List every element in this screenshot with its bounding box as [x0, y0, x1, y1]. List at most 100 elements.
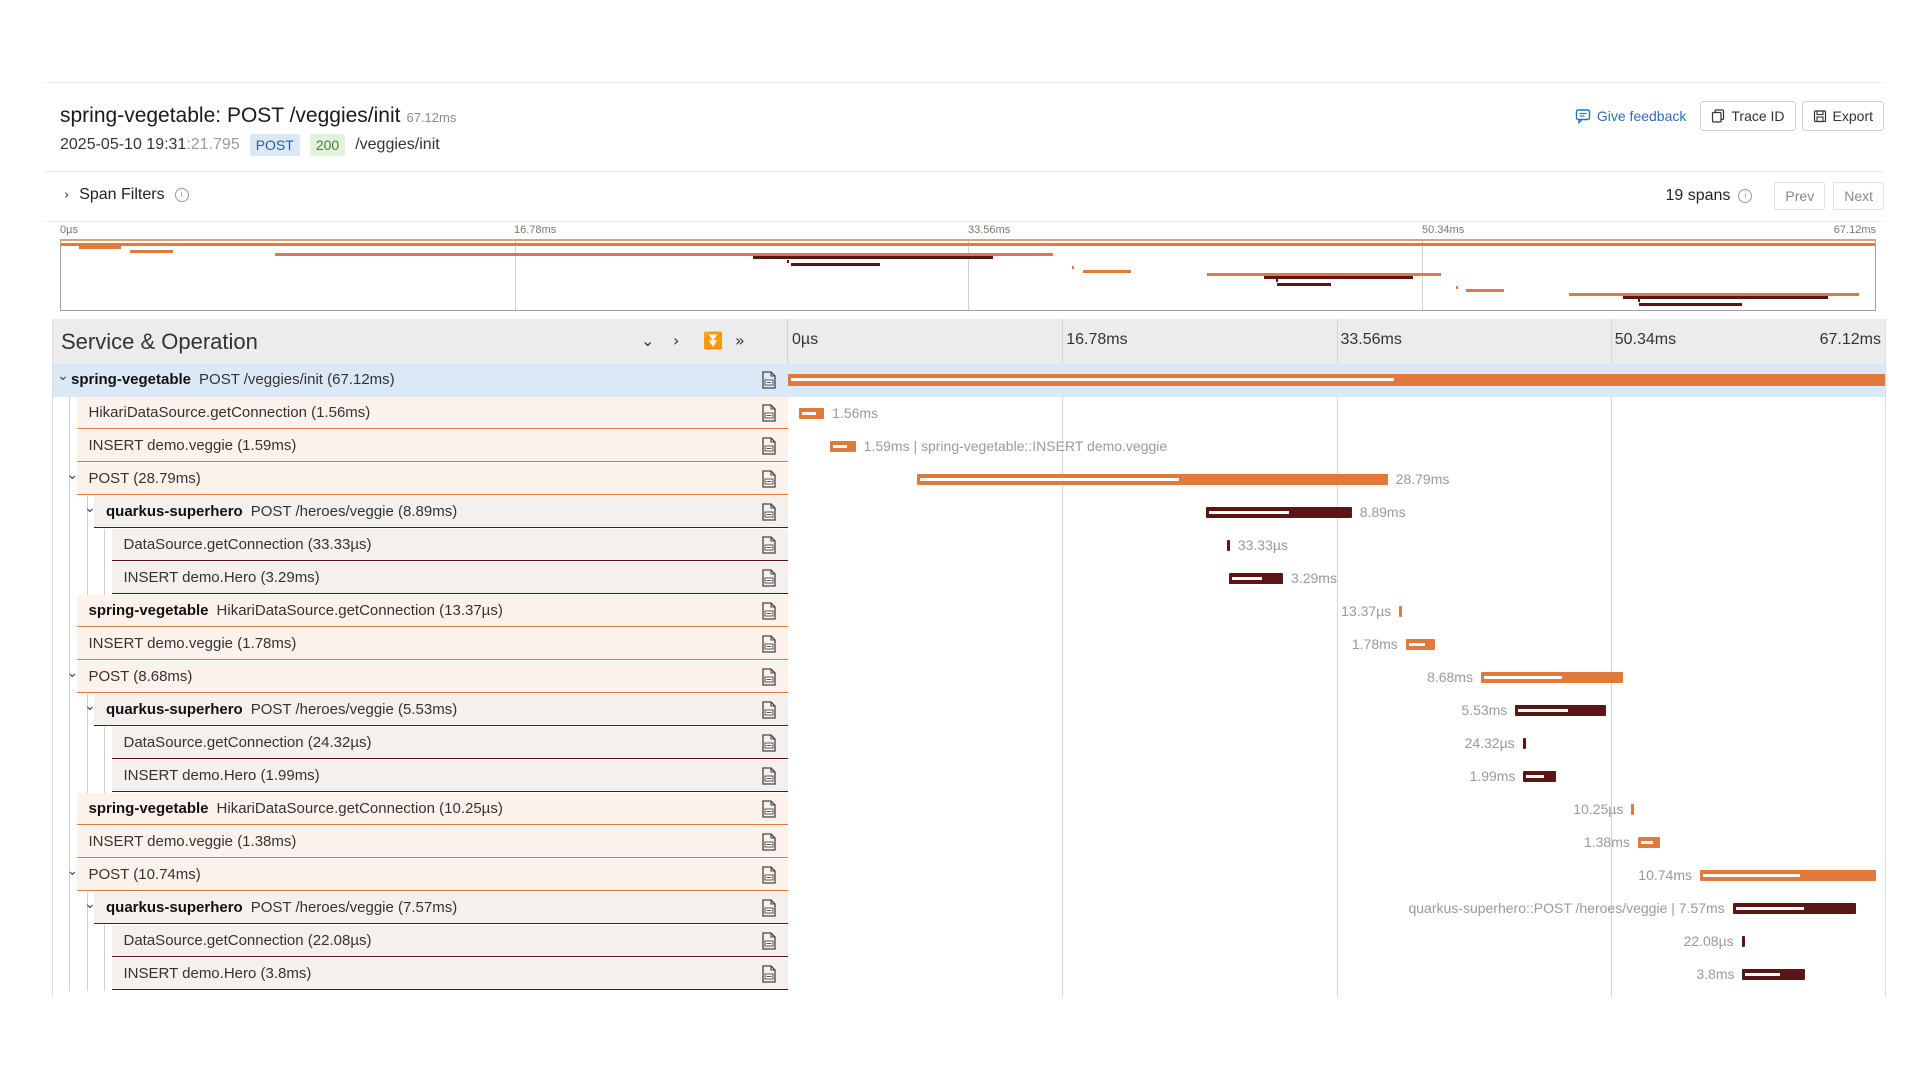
span-row[interactable]: quarkus-superhero POST /heroes/veggie (7.… [53, 892, 1885, 925]
chevron-right-icon[interactable]: › [673, 331, 680, 350]
span-operation-name: INSERT demo.veggie (1.78ms) [88, 635, 297, 652]
span-row[interactable]: INSERT demo.veggie (1.38ms) 1.38ms [53, 826, 1885, 859]
span-label[interactable]: spring-vegetable HikariDataSource.getConn… [76, 595, 788, 627]
prev-button[interactable]: Prev [1774, 182, 1826, 210]
span-row[interactable]: quarkus-superhero POST /heroes/veggie (5.… [53, 694, 1885, 727]
chevron-down-icon[interactable]: ⌄ [641, 331, 655, 350]
span-label[interactable]: DataSource.getConnection (22.08µs) [111, 925, 788, 957]
span-row[interactable]: INSERT demo.veggie (1.59ms) 1.59ms | spri… [53, 430, 1885, 463]
span-label[interactable]: INSERT demo.Hero (1.99ms) [111, 760, 788, 792]
span-label[interactable]: INSERT demo.veggie (1.78ms) [76, 628, 788, 660]
export-button[interactable]: Export [1801, 101, 1884, 131]
span-bar[interactable] [1699, 870, 1876, 881]
trace-minimap[interactable] [60, 239, 1876, 311]
span-bar[interactable] [798, 408, 825, 419]
span-label[interactable]: POST (8.68ms) [76, 661, 788, 693]
double-chevron-right-icon[interactable]: » [735, 331, 745, 350]
chevron-down-icon[interactable]: ⌄ [57, 368, 69, 384]
chevron-down-icon[interactable]: ⌄ [84, 896, 96, 912]
span-row[interactable]: INSERT demo.Hero (3.8ms) 3.8ms [53, 958, 1885, 991]
span-bar[interactable] [1405, 639, 1435, 650]
span-bar[interactable] [1741, 936, 1745, 947]
span-log-icon[interactable] [761, 569, 777, 587]
span-label[interactable]: INSERT demo.Hero (3.29ms) [111, 562, 788, 594]
span-bar[interactable] [1226, 540, 1230, 551]
span-log-icon[interactable] [761, 470, 777, 488]
span-log-icon[interactable] [761, 602, 777, 620]
column-splitter[interactable] [787, 319, 788, 364]
span-log-icon[interactable] [761, 899, 777, 917]
span-label[interactable]: spring-vegetable POST /veggies/init (67.1… [53, 364, 788, 396]
span-label[interactable]: INSERT demo.veggie (1.59ms) [76, 430, 788, 462]
span-bar[interactable] [1515, 705, 1606, 716]
double-chevron-down-icon[interactable]: ⏬ [703, 331, 723, 350]
span-label[interactable]: spring-vegetable HikariDataSource.getConn… [76, 793, 788, 825]
info-icon[interactable]: i [174, 188, 189, 202]
span-row[interactable]: HikariDataSource.getConnection (1.56ms) 1… [53, 397, 1885, 430]
span-bar[interactable] [1522, 738, 1526, 749]
span-row[interactable]: DataSource.getConnection (33.33µs) 33.33µ… [53, 529, 1885, 562]
chevron-down-icon[interactable]: ⌄ [84, 500, 96, 516]
chevron-down-icon[interactable]: ⌄ [66, 467, 79, 483]
span-row[interactable]: INSERT demo.veggie (1.78ms) 1.78ms [53, 628, 1885, 661]
span-label[interactable]: INSERT demo.veggie (1.38ms) [76, 826, 788, 858]
span-bar[interactable] [788, 374, 1885, 386]
span-label[interactable]: POST (28.79ms) [76, 463, 788, 495]
info-icon[interactable]: i [1738, 189, 1753, 203]
span-filters-toggle[interactable]: › Span Filters i [64, 186, 189, 204]
span-bar[interactable] [1631, 804, 1635, 815]
span-row[interactable]: POST (8.68ms) ⌄ 8.68ms [53, 661, 1885, 694]
span-bar[interactable] [1742, 969, 1805, 980]
span-bar[interactable] [1480, 672, 1623, 683]
span-log-icon[interactable] [761, 668, 777, 686]
span-row[interactable]: spring-vegetable POST /veggies/init (67.1… [53, 364, 1885, 397]
span-row[interactable]: INSERT demo.Hero (3.29ms) 3.29ms [53, 562, 1885, 595]
span-row[interactable]: POST (28.79ms) ⌄ 28.79ms [53, 463, 1885, 496]
span-log-icon[interactable] [761, 833, 777, 851]
next-button[interactable]: Next [1833, 182, 1884, 210]
span-label[interactable]: HikariDataSource.getConnection (1.56ms) [76, 397, 788, 429]
span-label[interactable]: DataSource.getConnection (24.32µs) [111, 727, 788, 759]
span-log-icon[interactable] [761, 635, 777, 653]
span-row[interactable]: spring-vegetable HikariDataSource.getConn… [53, 793, 1885, 826]
span-row[interactable]: DataSource.getConnection (24.32µs) 24.32µ… [53, 727, 1885, 760]
span-label[interactable]: DataSource.getConnection (33.33µs) [111, 529, 788, 561]
give-feedback-button[interactable]: Give feedback [1567, 101, 1695, 131]
span-bar[interactable] [1732, 903, 1857, 914]
span-log-icon[interactable] [761, 965, 777, 983]
span-log-icon[interactable] [761, 701, 777, 719]
trace-id-button[interactable]: Trace ID [1700, 101, 1796, 131]
span-row[interactable]: POST (10.74ms) ⌄ 10.74ms [53, 859, 1885, 892]
span-bar[interactable] [1523, 771, 1556, 782]
span-row[interactable]: spring-vegetable HikariDataSource.getConn… [53, 595, 1885, 628]
trace-meta: 2025-05-10 19:31:21.795 POST 200 /veggie… [60, 134, 456, 156]
span-label[interactable]: quarkus-superhero POST /heroes/veggie (7.… [94, 892, 788, 924]
span-label[interactable]: POST (10.74ms) [76, 859, 788, 891]
chevron-down-icon[interactable]: ⌄ [66, 665, 79, 681]
span-row[interactable]: DataSource.getConnection (22.08µs) 22.08µ… [53, 925, 1885, 958]
span-log-icon[interactable] [761, 932, 777, 950]
span-log-icon[interactable] [761, 503, 777, 521]
span-log-icon[interactable] [761, 536, 777, 554]
chevron-down-icon[interactable]: ⌄ [84, 698, 96, 714]
span-bar[interactable] [1206, 507, 1352, 518]
span-log-icon[interactable] [761, 866, 777, 884]
span-log-icon[interactable] [761, 800, 777, 818]
span-label[interactable]: quarkus-superhero POST /heroes/veggie (8.… [94, 496, 788, 528]
span-log-icon[interactable] [761, 404, 777, 422]
span-log-icon[interactable] [761, 371, 777, 389]
span-bar[interactable] [1399, 606, 1403, 617]
span-row[interactable]: quarkus-superhero POST /heroes/veggie (8.… [53, 496, 1885, 529]
span-bar[interactable] [829, 441, 856, 452]
span-log-icon[interactable] [761, 767, 777, 785]
span-log-icon[interactable] [761, 734, 777, 752]
span-row[interactable]: INSERT demo.Hero (1.99ms) 1.99ms [53, 760, 1885, 793]
span-bar[interactable] [1637, 837, 1661, 848]
span-log-icon[interactable] [761, 437, 777, 455]
span-bar[interactable] [917, 474, 1388, 485]
timeline-tick-label: 0µs [792, 331, 819, 348]
span-label[interactable]: INSERT demo.Hero (3.8ms) [111, 958, 788, 990]
span-label[interactable]: quarkus-superhero POST /heroes/veggie (5.… [94, 694, 788, 726]
span-bar[interactable] [1229, 573, 1284, 584]
chevron-down-icon[interactable]: ⌄ [66, 863, 79, 879]
